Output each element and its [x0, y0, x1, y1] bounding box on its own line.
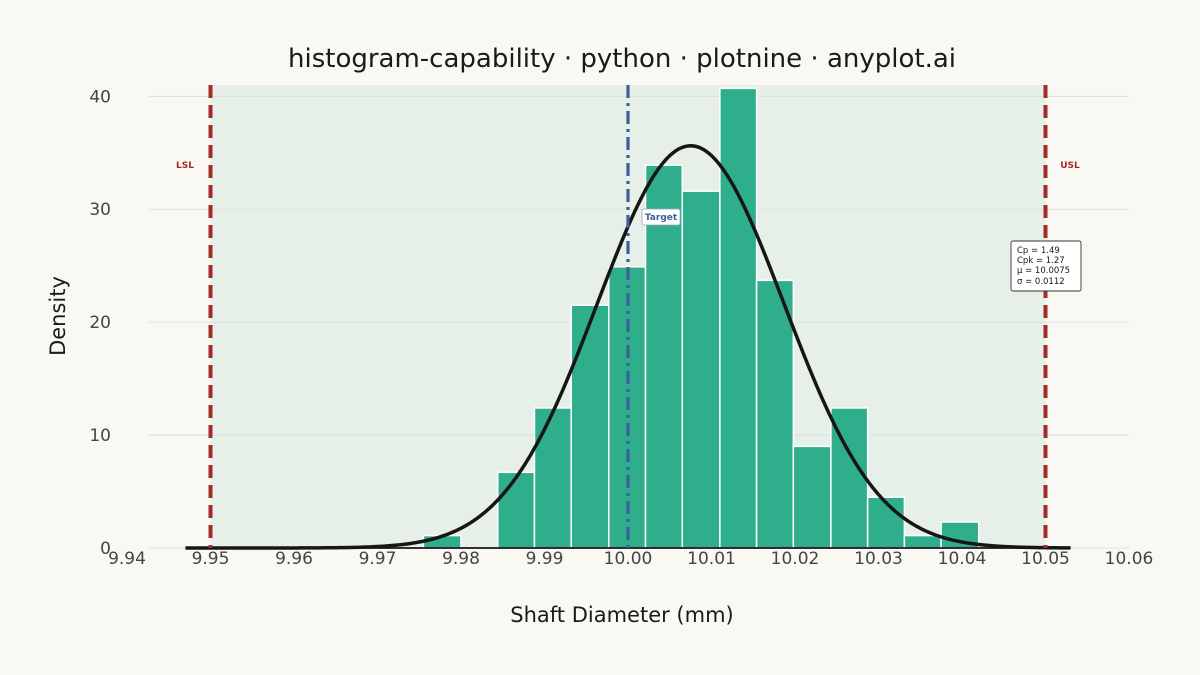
y-tick-label: 20	[89, 313, 111, 333]
x-tick-label: 9.95	[192, 549, 230, 569]
stat-sigma: σ = 0.0112	[1017, 277, 1065, 287]
usl-label: USL	[1060, 161, 1080, 171]
x-tick-label: 9.98	[442, 549, 480, 569]
stat-mu: μ = 10.0075	[1017, 266, 1070, 276]
x-tick-label: 10.05	[1021, 549, 1070, 569]
x-tick-label: 10.06	[1105, 549, 1154, 569]
histogram-bar	[719, 87, 758, 549]
stat-cp: Cp = 1.49	[1017, 246, 1060, 256]
chart-title: histogram-capability · python · plotnine…	[288, 44, 956, 74]
y-tick-label: 40	[89, 87, 111, 107]
x-tick-label: 9.97	[359, 549, 397, 569]
histogram-bar	[570, 304, 610, 549]
histogram-bar	[755, 279, 795, 549]
histogram-bar	[533, 407, 572, 549]
x-tick-label: 10.01	[687, 549, 736, 569]
x-tick-label: 9.94	[108, 549, 146, 569]
y-axis-tick-labels: 0 10 20 30 40	[89, 87, 111, 559]
histogram-bars	[422, 87, 980, 549]
histogram-bar	[644, 164, 684, 549]
x-axis-tick-labels: 9.94 9.95 9.96 9.97 9.98 9.99 10.00 10.01 10.02 1…	[108, 549, 1153, 569]
histogram-bar	[496, 471, 536, 549]
x-tick-label: 10.04	[938, 549, 987, 569]
target-label-box	[641, 208, 681, 226]
y-axis-title: Density	[46, 276, 70, 356]
x-tick-label: 10.03	[854, 549, 903, 569]
target-annotation: Target	[641, 208, 681, 226]
histogram-bar	[681, 190, 721, 549]
x-tick-label: 10.02	[771, 549, 820, 569]
stats-box-frame	[1010, 240, 1082, 292]
y-tick-label: 30	[89, 200, 111, 220]
x-tick-label: 9.99	[526, 549, 564, 569]
stat-cpk: Cpk = 1.27	[1017, 256, 1065, 266]
x-tick-label: 10.00	[604, 549, 653, 569]
y-tick-label: 0	[100, 539, 111, 559]
y-tick-label: 10	[89, 426, 111, 446]
capability-stats-box: Cp = 1.49 Cpk = 1.27 μ = 10.0075 σ = 0.0…	[1010, 240, 1082, 292]
x-axis-title: Shaft Diameter (mm)	[510, 603, 733, 627]
lsl-label: LSL	[176, 161, 194, 171]
histogram-bar	[903, 534, 942, 549]
histogram-bar	[792, 445, 832, 549]
histogram-bar	[866, 496, 906, 549]
target-label: Target	[645, 213, 678, 223]
x-tick-label: 9.96	[275, 549, 313, 569]
